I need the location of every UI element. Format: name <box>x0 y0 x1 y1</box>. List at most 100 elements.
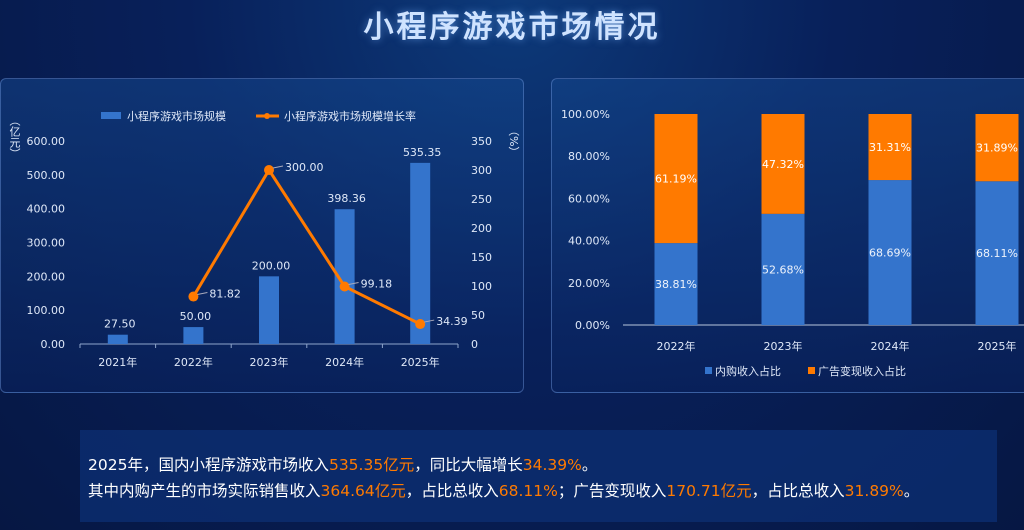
x-tick-label: 2021年 <box>98 355 137 369</box>
summary-line-1: 2025年，国内小程序游戏市场收入535.35亿元，同比大幅增长34.39%。 <box>88 452 997 478</box>
line-data-label: 300.00 <box>285 161 324 174</box>
summary-text: ；广告变现收入 <box>557 482 667 500</box>
y-tick-label: 100.00% <box>561 108 610 121</box>
summary-text: 其中内购产生的市场实际销售收入 <box>88 482 321 500</box>
legend-bar-label: 小程序游戏市场规模 <box>127 109 226 123</box>
legend-ad-swatch <box>808 367 815 374</box>
summary-text: 2025年，国内小程序游戏市场收入 <box>88 456 329 474</box>
growth-point <box>264 165 274 175</box>
label-leader <box>197 292 208 296</box>
y-right-tick-label: 50 <box>471 309 485 322</box>
x-tick-label: 2024年 <box>325 355 364 369</box>
revenue-share-chart-panel: 0.00% 20.00% 40.00% 60.00% 80.00% 100.00% 38.8… <box>551 78 1024 393</box>
bar-ad-revenue <box>868 114 912 181</box>
bar <box>410 162 431 344</box>
growth-line <box>192 167 421 326</box>
summary-text: ，占比总收入 <box>405 482 499 500</box>
bar-ad-revenue <box>654 114 698 244</box>
y-right-tick-label: 200 <box>471 222 492 235</box>
bar <box>183 327 204 344</box>
summary-highlight: 31.89% <box>844 482 904 500</box>
y-tick-label: 60.00% <box>568 192 610 205</box>
x-tick-label: 2023年 <box>764 339 803 353</box>
bar-data-label: 398.36 <box>327 192 366 205</box>
y-tick-label: 40.00% <box>568 235 610 248</box>
summary-box: 2025年，国内小程序游戏市场收入535.35亿元，同比大幅增长34.39%。 … <box>80 430 997 522</box>
y-left-tick-label: 100.00 <box>27 304 66 317</box>
bar-inner-purchase <box>761 213 805 325</box>
y-tick-label: 80.00% <box>568 150 610 163</box>
x-tick-label: 2025年 <box>401 355 440 369</box>
label-leader <box>424 319 435 323</box>
bar-inner-data-label: 68.11% <box>976 247 1018 260</box>
line-data-label: 81.82 <box>209 288 241 301</box>
summary-text: 。 <box>903 482 920 500</box>
page-title: 小程序游戏市场情况 <box>363 10 661 45</box>
y-tick-label: 0.00% <box>575 319 610 332</box>
bar <box>334 209 355 344</box>
y-left-axis-label: （亿元） <box>8 115 21 159</box>
legend-inner-swatch <box>705 367 712 374</box>
bar-inner-data-label: 68.69% <box>869 247 911 260</box>
bar-inner-purchase <box>654 243 698 325</box>
summary-highlight: 535.35亿元 <box>328 456 415 474</box>
legend-inner-label: 内购收入占比 <box>715 364 781 378</box>
y-left-tick-label: 400.00 <box>27 203 66 216</box>
y-right-tick-label: 100 <box>471 280 492 293</box>
summary-text: 。 <box>581 456 598 474</box>
y-left-tick-label: 0.00 <box>41 338 66 351</box>
x-tick-label: 2022年 <box>657 339 696 353</box>
bar-data-label: 27.50 <box>104 318 136 331</box>
growth-point <box>415 319 426 330</box>
label-leader <box>272 165 284 169</box>
legend-bar-swatch <box>101 112 121 119</box>
bar <box>259 276 279 344</box>
revenue-share-chart: 0.00% 20.00% 40.00% 60.00% 80.00% 100.00% 38.8… <box>561 108 1024 378</box>
summary-highlight: 364.64亿元 <box>320 482 406 500</box>
y-right-axis-label: （%） <box>507 125 520 158</box>
x-tick-label: 2022年 <box>174 355 213 369</box>
y-left-tick-label: 300.00 <box>27 237 66 250</box>
summary-text: ，同比大幅增长 <box>414 456 523 474</box>
market-size-chart: 0.00 100.00 200.00 300.00 400.00 500.00 600.00… <box>27 109 493 369</box>
market-size-chart-panel: 0.00 100.00 200.00 300.00 400.00 500.00 600.00… <box>0 78 524 393</box>
bar-ad-data-label: 31.89% <box>976 142 1018 155</box>
growth-point <box>339 281 350 292</box>
summary-highlight: 34.39% <box>522 456 582 474</box>
bar-inner-purchase <box>975 181 1019 325</box>
y-left-tick-label: 500.00 <box>27 169 66 182</box>
y-right-tick-label: 150 <box>471 251 492 264</box>
bar-data-label: 200.00 <box>252 259 291 272</box>
line-data-label: 34.39 <box>436 315 468 328</box>
bar-inner-purchase <box>868 180 912 325</box>
legend-ad-label: 广告变现收入占比 <box>818 364 906 378</box>
bar-inner-data-label: 38.81% <box>655 278 697 291</box>
bar <box>107 334 128 344</box>
y-tick-label: 20.00% <box>568 277 610 290</box>
y-right-tick-label: 0 <box>471 338 478 351</box>
y-left-tick-label: 200.00 <box>27 270 66 283</box>
bar-ad-data-label: 47.32% <box>762 158 804 171</box>
x-tick-label: 2023年 <box>250 355 289 369</box>
summary-line-2: 其中内购产生的市场实际销售收入364.64亿元，占比总收入68.11%；广告变现… <box>88 478 997 504</box>
legend-line-label: 小程序游戏市场规模增长率 <box>284 109 416 123</box>
bar-data-label: 50.00 <box>180 310 212 323</box>
summary-text: ，占比总收入 <box>751 482 845 500</box>
line-data-label: 99.18 <box>361 277 393 290</box>
y-left-tick-label: 600.00 <box>27 135 66 148</box>
bar-inner-data-label: 52.68% <box>762 263 804 276</box>
bar-ad-revenue <box>975 114 1019 182</box>
bar-data-label: 535.35 <box>403 146 442 159</box>
y-right-tick-label: 350 <box>471 135 492 148</box>
x-tick-label: 2024年 <box>871 339 910 353</box>
summary-highlight: 170.71亿元 <box>666 482 752 500</box>
y-right-tick-label: 300 <box>471 164 492 177</box>
x-tick-label: 2025年 <box>978 339 1017 353</box>
bar-ad-data-label: 31.31% <box>869 141 911 154</box>
summary-highlight: 68.11% <box>498 482 558 500</box>
label-leader <box>348 281 359 285</box>
growth-point <box>188 291 199 302</box>
legend-line-marker <box>264 113 270 119</box>
y-right-tick-label: 250 <box>471 193 492 206</box>
bar-ad-revenue <box>761 114 805 214</box>
